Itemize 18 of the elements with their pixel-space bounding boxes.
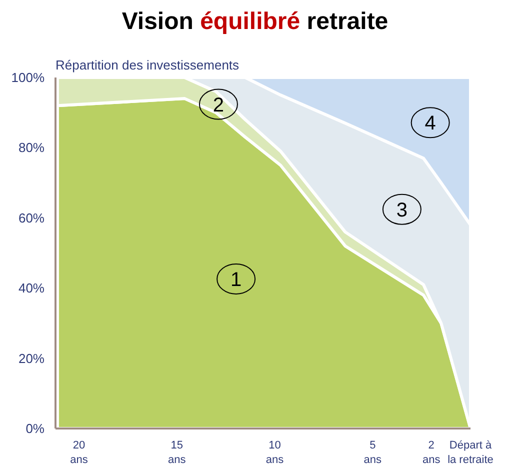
y-tick-label: 100% xyxy=(11,70,45,85)
series-label: 2 xyxy=(212,94,224,116)
x-tick-label: 15 ans xyxy=(168,440,186,466)
series-label: 3 xyxy=(396,199,408,222)
x-tick-label: 5 ans xyxy=(364,440,382,466)
y-tick-label: 60% xyxy=(18,210,45,226)
x-tick-label: Départ à la retraite xyxy=(448,440,494,466)
x-tick-label: 20 ans xyxy=(70,440,88,466)
x-tick-label: 10 ans xyxy=(266,440,284,466)
y-tick-label: 80% xyxy=(18,140,45,156)
y-tick-label: 0% xyxy=(26,421,45,436)
y-tick-label: 20% xyxy=(18,350,45,366)
series-label: 1 xyxy=(230,268,242,291)
x-tick-label: 2 ans xyxy=(422,440,441,466)
chart-title: Vision équilibré retraite xyxy=(122,8,388,35)
y-tick-label: 40% xyxy=(18,280,45,296)
series-label: 4 xyxy=(424,112,436,135)
y-axis-title: Répartition des investissements xyxy=(56,58,240,72)
